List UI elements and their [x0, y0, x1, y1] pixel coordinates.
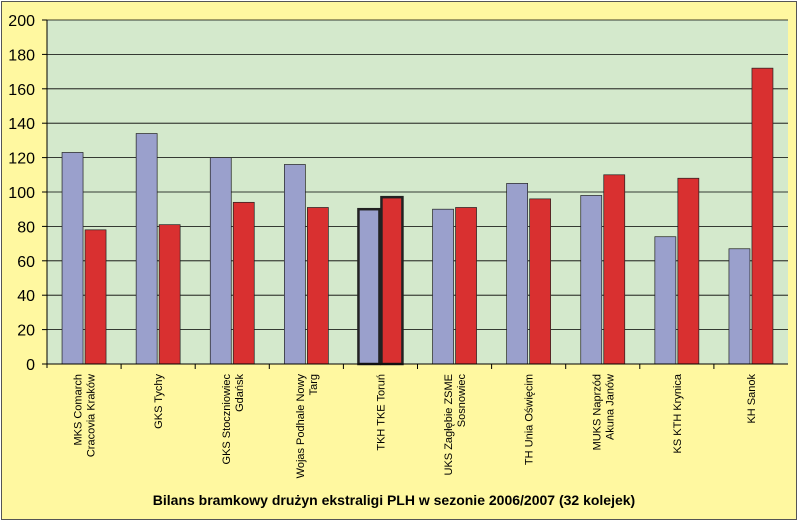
x-category-label-line: Akuna Janów: [604, 374, 616, 440]
bar-series-2: [380, 195, 404, 366]
y-tick-label: 20: [17, 323, 35, 340]
bar-series-1: [357, 207, 381, 366]
y-tick-label: 0: [26, 357, 35, 374]
x-category-label: MUKS Naprzód Akuna Janów: [591, 374, 616, 450]
bar-series-1: [209, 157, 232, 365]
x-category-label: Wojas Podhale Nowy Targ: [295, 374, 320, 479]
bar-series-1: [654, 236, 677, 365]
x-category-label-line: Gdańsk: [234, 374, 246, 412]
x-category-label-line: GKS Stoczniowiec: [221, 374, 233, 465]
bar-series-1: [728, 248, 751, 365]
bar-series-2: [307, 207, 329, 365]
x-category-label-line: MUKS Naprzód: [591, 374, 603, 450]
y-tick-labels: 0 20 40 60 80 100 120 140 160 180 200: [8, 13, 35, 374]
y-tick-label: 80: [17, 219, 35, 236]
y-tick-label: 200: [8, 13, 35, 30]
bar-series-1: [135, 133, 158, 365]
x-category-label-line: Cracovia Kraków: [86, 374, 98, 457]
x-category-label: TH Unia Oświęcim: [524, 374, 536, 465]
bar-series-2: [232, 201, 255, 365]
axes: [46, 20, 788, 369]
x-category-label-line: TH Unia Oświęcim: [524, 374, 536, 465]
bar-series-2: [751, 67, 774, 365]
bar-series-1: [506, 183, 528, 365]
bars: [61, 67, 774, 366]
y-tick-label: 40: [17, 288, 35, 305]
x-category-label: MKS Comarch Cracovia Kraków: [73, 374, 98, 457]
bar-series-2: [529, 198, 552, 365]
y-tick-label: 180: [8, 47, 35, 64]
x-category-label: UKS Zagłębie ZSME Sosnowiec: [443, 374, 468, 476]
x-category-labels: MKS Comarch Cracovia Kraków GKS Tychy GKS S…: [73, 373, 758, 478]
y-tick-label: 140: [8, 116, 35, 133]
bar-series-1: [284, 164, 306, 365]
x-category-label-line: Targ: [308, 374, 320, 395]
x-category-label-line: KH Sanok: [746, 374, 758, 424]
x-category-label-line: GKS Tychy: [153, 374, 165, 429]
x-category-label: GKS Tychy: [153, 374, 165, 429]
bar-series-2: [603, 174, 626, 365]
bar-series-2: [677, 177, 700, 365]
bar-series-1: [580, 195, 603, 365]
x-category-label: KS KTH Krynica: [672, 373, 684, 453]
y-tick-label: 160: [8, 82, 35, 99]
y-tick-label: 120: [8, 151, 35, 168]
x-category-label-line: Wojas Podhale Nowy: [295, 374, 307, 479]
y-tick-label: 60: [17, 254, 35, 271]
bar-series-2: [455, 207, 477, 365]
x-category-label: TKH TKE Toruń: [375, 374, 387, 451]
bar-series-2: [158, 224, 181, 365]
bar-series-1: [432, 208, 454, 365]
y-tick-label: 100: [8, 185, 35, 202]
x-category-label-line: KS KTH Krynica: [672, 373, 684, 453]
x-category-label-line: TKH TKE Toruń: [375, 374, 387, 451]
x-category-label-line: UKS Zagłębie ZSME: [443, 374, 455, 475]
x-category-label: GKS Stoczniowiec Gdańsk: [221, 374, 246, 465]
bar-series-2: [84, 229, 107, 365]
x-category-label-line: MKS Comarch: [73, 374, 85, 446]
x-category-label: KH Sanok: [746, 374, 758, 424]
x-category-label-line: Sosnowiec: [456, 374, 468, 428]
chart-title: Bilans bramkowy drużyn ekstraligi PLH w …: [153, 492, 635, 508]
bar-series-1: [61, 152, 84, 365]
